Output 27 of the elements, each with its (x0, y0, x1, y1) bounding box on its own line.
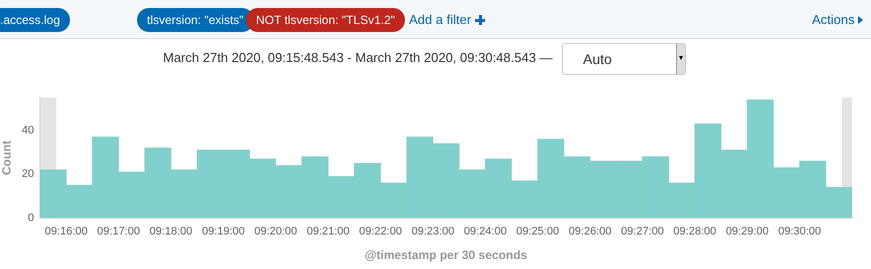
text: Add a filter (409, 12, 472, 27)
x-tick-label: 09:19:00 (202, 226, 245, 238)
chart-title: March 27th 2020, 09:15:48.543 - March 27th 2020, 09:30:48.543 — (163, 50, 553, 65)
text: Actions (812, 12, 855, 27)
x-tick-label: 09:21:00 (306, 226, 350, 238)
x-tick-label: 09:23:00 (411, 226, 454, 238)
y-tick-label: 40 (22, 124, 34, 136)
y-axis-title: Count (0, 140, 14, 176)
x-tick-label: 09:27:00 (621, 226, 664, 238)
x-tick-label: 09:26:00 (568, 226, 612, 238)
x-tick-label: 09:24:00 (464, 226, 507, 238)
x-tick-label: 09:20:00 (254, 226, 298, 238)
y-tick-label: 20 (22, 168, 34, 180)
y-tick-label: 0 (28, 212, 34, 224)
text: Auto (583, 51, 612, 67)
x-tick-label: 09:16:00 (44, 226, 88, 238)
x-tick-label: 09:25:00 (516, 226, 560, 238)
x-tick-label: 09:18:00 (150, 226, 192, 238)
text: .access.log (0, 13, 60, 27)
text: NOT tlsversion: "TLSv1.2" (256, 13, 396, 27)
x-tick-label: 09:29:00 (726, 226, 769, 238)
x-tick-label: 09:30:00 (778, 226, 822, 238)
x-tick-label: 09:28:00 (673, 226, 716, 238)
text: tlsversion: "exists" (147, 13, 244, 27)
x-axis-title: @timestamp per 30 seconds (364, 248, 528, 262)
x-tick-label: 09:17:00 (97, 226, 140, 238)
x-tick-label: 09:22:00 (359, 226, 402, 238)
